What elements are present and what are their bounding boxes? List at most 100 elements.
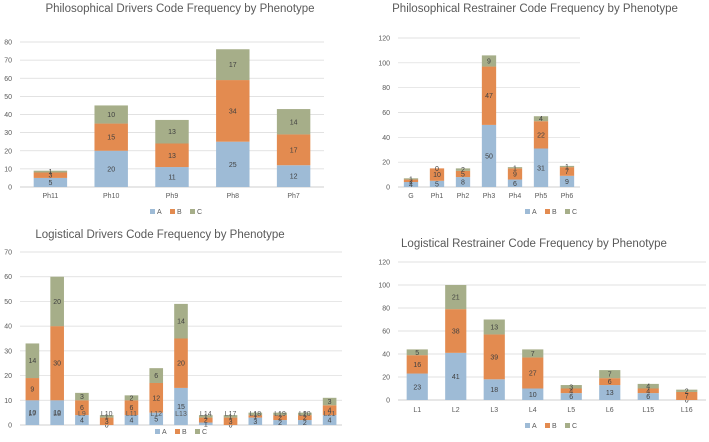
legend-label: A <box>532 209 537 216</box>
legend-label: C <box>197 209 202 216</box>
data-label: 10 <box>107 112 115 119</box>
bar-a-l19 <box>273 420 287 425</box>
data-label: 1 <box>513 165 517 172</box>
legend-swatch-a <box>150 209 155 214</box>
x-tick-label: L18 <box>249 411 261 418</box>
bar-a-l5 <box>560 393 582 400</box>
legend-swatch-a <box>155 429 160 434</box>
x-tick-label: Ph5 <box>535 193 548 200</box>
y-tick-label: 0 <box>8 423 12 430</box>
bar-b-l15 <box>637 388 659 394</box>
data-label: 1 <box>278 411 282 418</box>
data-label: 2 <box>278 415 282 422</box>
x-tick-label: Ph3 <box>483 193 496 200</box>
x-tick-label: L5 <box>567 407 575 414</box>
data-label: 0 <box>229 423 233 430</box>
x-tick-label: L16 <box>681 407 693 414</box>
bar-a-ph7 <box>276 165 311 187</box>
y-tick-label: 120 <box>378 36 390 43</box>
bar-a-l9 <box>75 415 89 425</box>
x-tick-label: L17 <box>225 411 237 418</box>
data-label: 2 <box>461 167 465 174</box>
legend-swatch-c <box>195 429 200 434</box>
legend-swatch-c <box>565 423 570 428</box>
x-tick-label: Ph11 <box>42 193 58 200</box>
data-label: 13 <box>606 390 614 397</box>
data-label: 3 <box>105 419 109 426</box>
legend-label: B <box>177 209 182 216</box>
x-tick-label: Ph6 <box>561 193 574 200</box>
data-label: 41 <box>452 374 460 381</box>
bar-b-ph7 <box>276 134 311 166</box>
data-label: 2 <box>303 415 307 422</box>
data-label: 16 <box>413 362 421 369</box>
bar-b-l13 <box>174 338 188 388</box>
data-label: 6 <box>130 405 134 412</box>
data-label: 14 <box>177 319 185 326</box>
y-tick-label: 0 <box>386 185 390 192</box>
y-tick-label: 40 <box>4 324 12 331</box>
y-tick-label: 100 <box>378 60 390 67</box>
bar-c-ph7 <box>276 109 311 135</box>
data-label: 10 <box>28 410 36 417</box>
x-tick-label: L3 <box>490 407 498 414</box>
bar-c-g <box>403 178 419 180</box>
legend-swatch-b <box>545 423 550 428</box>
y-tick-label: 60 <box>4 274 12 281</box>
data-label: 4 <box>539 116 543 123</box>
data-label: 1 <box>48 169 52 176</box>
data-label: 2 <box>685 388 689 395</box>
data-label: 23 <box>413 384 421 391</box>
data-label: 0 <box>685 398 689 405</box>
bar-a-l11 <box>124 415 139 425</box>
legend-swatch-a <box>525 423 530 428</box>
bar-b-g <box>403 179 419 183</box>
bar-b-l4 <box>522 357 544 389</box>
data-label: 1 <box>253 414 257 421</box>
bar-a-l15 <box>637 393 659 400</box>
bar-a-l6 <box>599 385 621 400</box>
data-label: 3 <box>80 394 84 401</box>
bar-a-l7 <box>25 400 40 425</box>
x-tick-label: L19 <box>274 411 286 418</box>
bar-c-l19 <box>273 412 287 416</box>
bar-a-l20 <box>298 420 312 425</box>
data-label: 25 <box>229 162 237 169</box>
legend-label: B <box>552 209 557 216</box>
data-label: 21 <box>452 295 460 302</box>
data-label: 13 <box>168 153 176 160</box>
data-label: 39 <box>490 354 498 361</box>
bar-a-ph1 <box>429 180 445 187</box>
legend-label: A <box>532 423 537 430</box>
x-tick-label: L6 <box>606 407 614 414</box>
chart-panel-2: Philosophical Restrainer Code Frequency … <box>378 3 678 216</box>
bar-b-l1 <box>406 355 428 374</box>
legend-label: C <box>202 429 207 436</box>
data-label: 7 <box>608 372 612 379</box>
data-label: 4 <box>646 388 650 395</box>
bar-c-ph8 <box>216 49 250 81</box>
data-label: 6 <box>608 379 612 386</box>
y-tick-label: 10 <box>4 398 12 405</box>
bar-c-l17 <box>223 415 238 418</box>
bar-a-l3 <box>483 379 505 400</box>
bar-b-l17 <box>223 417 238 425</box>
bar-b-l16 <box>676 391 698 400</box>
bar-c-l8 <box>50 276 64 327</box>
legend-swatch-a <box>525 209 530 214</box>
data-label: 12 <box>290 174 298 181</box>
bar-c-l2 <box>445 285 467 310</box>
data-label: 13 <box>490 324 498 331</box>
data-label: 2 <box>130 395 134 402</box>
y-tick-label: 20 <box>4 148 12 155</box>
data-label: 31 <box>537 165 545 172</box>
bar-b-ph10 <box>94 123 128 151</box>
data-label: 8 <box>461 180 465 187</box>
bar-c-l21 <box>322 397 337 406</box>
bar-c-ph10 <box>94 105 128 124</box>
bar-a-l14 <box>198 422 213 425</box>
data-label: 20 <box>53 299 61 306</box>
bar-b-l6 <box>599 378 621 386</box>
bar-a-l1 <box>406 373 428 400</box>
